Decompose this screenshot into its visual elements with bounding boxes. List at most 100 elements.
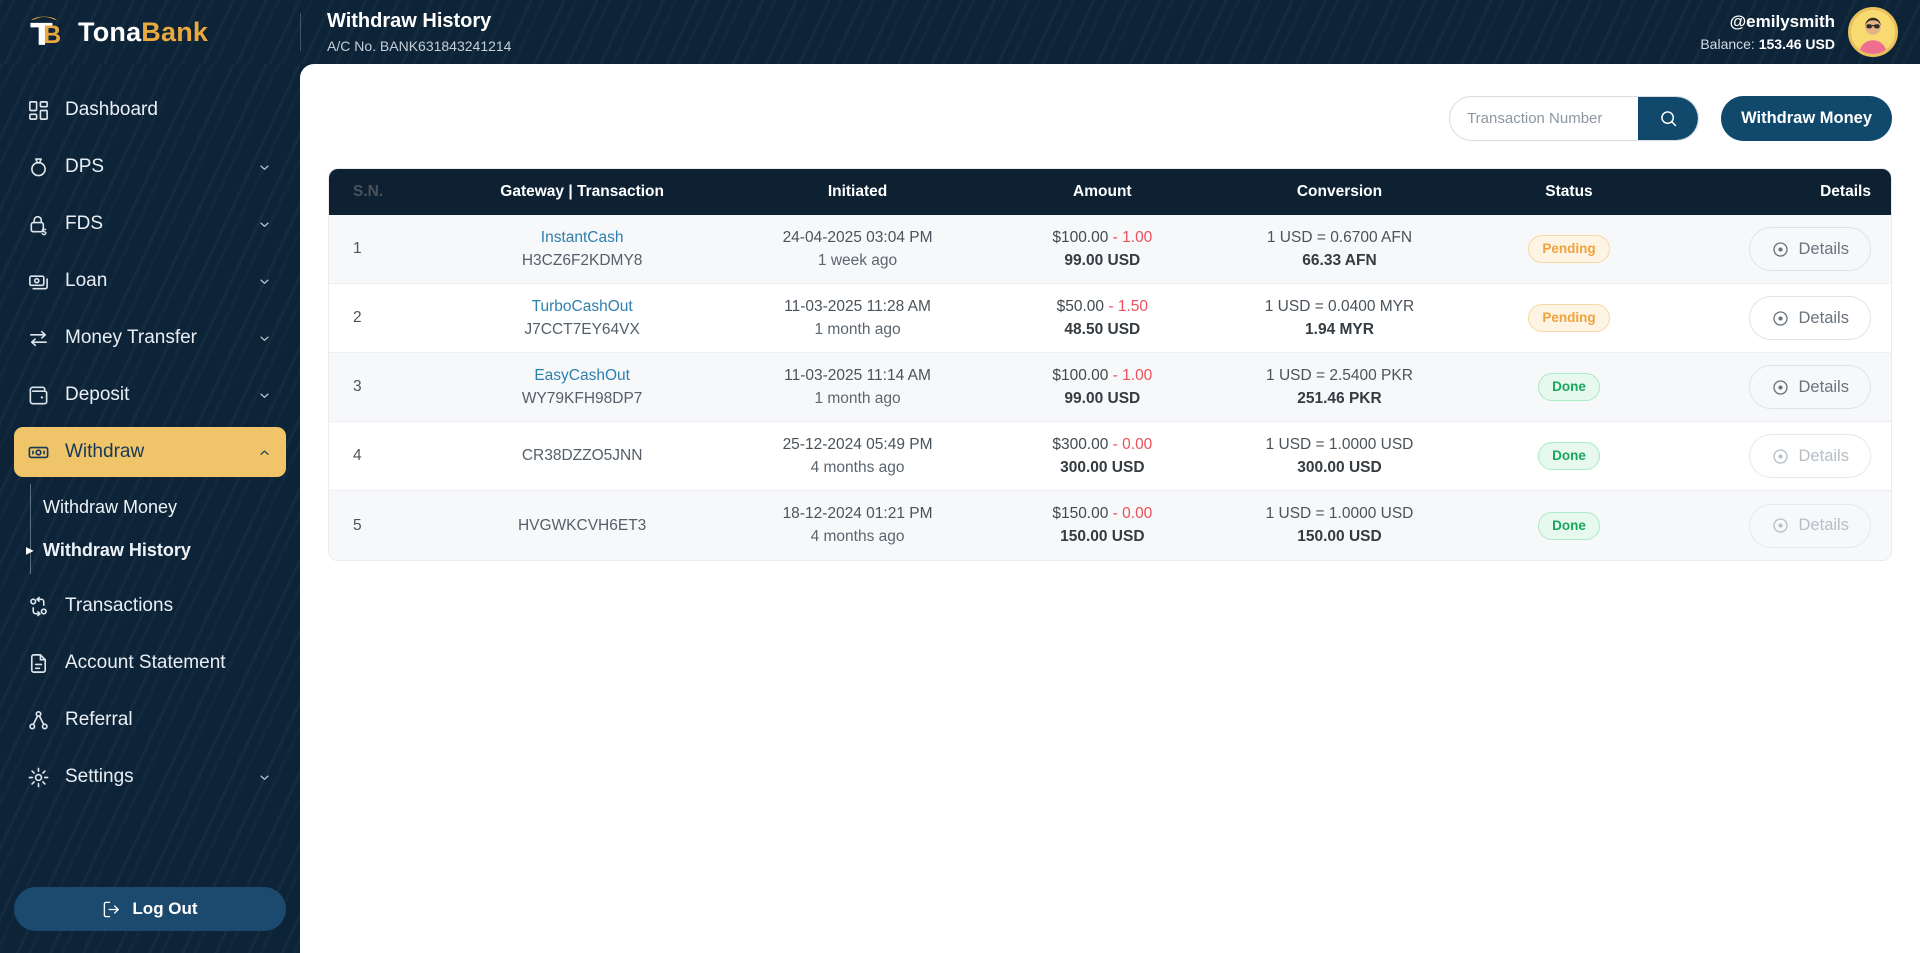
net-amount: 99.00 USD (1064, 251, 1141, 269)
details-button[interactable]: Details (1748, 296, 1871, 340)
page-head: Withdraw History A/C No. BANK63184324121… (327, 10, 511, 54)
gateway-link[interactable]: EasyCashOut (534, 366, 630, 384)
eye-icon (1771, 309, 1790, 328)
sidebar-item-settings[interactable]: Settings (14, 752, 286, 802)
table-header-row: S.N. Gateway | Transaction Initiated Amount… (329, 169, 1891, 215)
sidebar-item-referral[interactable]: Referral (14, 695, 286, 745)
amount-stack: $50.00 - 1.50 48.50 USD (988, 297, 1218, 340)
brand-name-secondary: Bank (141, 16, 209, 47)
amount-gross: $300.00 - 0.00 (1052, 435, 1153, 453)
details-button-label: Details (1798, 377, 1849, 396)
column-header-amount: Amount (1073, 183, 1132, 200)
cell-gateway-transaction: InstantCash H3CZ6F2KDMY8 (437, 228, 728, 271)
cell-details: Details (1676, 365, 1875, 409)
avatar[interactable] (1848, 7, 1898, 57)
balance-label: Balance: (1700, 36, 1755, 52)
search-button[interactable] (1638, 97, 1699, 140)
converted-amount: 300.00 USD (1297, 458, 1382, 476)
gateway-stack: CR38DZZO5JNN (437, 446, 728, 466)
sidebar-item-account-statement[interactable]: Account Statement (14, 638, 286, 688)
conversion-rate: 1 USD = 0.6700 AFN (1266, 228, 1413, 246)
cell-status: Done (1462, 511, 1676, 540)
logout-label: Log Out (132, 899, 198, 918)
initiated-stack: 18-12-2024 01:21 PM 4 months ago (727, 504, 987, 547)
amount-gross: $150.00 - 0.00 (1052, 505, 1153, 522)
gateway-link[interactable]: InstantCash (540, 228, 624, 246)
cell-conversion: 1 USD = 0.6700 AFN 66.33 AFN (1217, 228, 1462, 271)
amount-gross: $50.00 - 1.50 (1056, 297, 1148, 315)
table-row: 3 EasyCashOut WY79KFH98DP7 11-03-2025 11:14… (329, 353, 1891, 422)
cell-conversion: 1 USD = 1.0000 USD 300.00 USD (1217, 435, 1462, 478)
eye-icon (1771, 378, 1790, 397)
amount-fee: - 1.00 (1112, 366, 1153, 384)
banknote-icon (27, 441, 50, 464)
sidebar-item-withdraw[interactable]: Withdraw (14, 427, 286, 477)
sidebar-item-label: FDS (65, 213, 103, 234)
details-button[interactable]: Details (1748, 227, 1871, 271)
document-icon (27, 652, 50, 675)
details-button-label: Details (1798, 239, 1849, 258)
sidebar-subitem-label: Withdraw History (43, 540, 191, 560)
initiated-ago: 1 month ago (814, 320, 901, 338)
cell-status: Pending (1462, 235, 1676, 263)
brand-logo[interactable]: B TonaBank (0, 10, 300, 54)
transaction-code: CR38DZZO5JNN (521, 447, 643, 464)
cell-gateway-transaction: HVGWKCVH6ET3 (437, 516, 728, 536)
withdraw-money-button[interactable]: Withdraw Money (1721, 96, 1892, 141)
chevron-down-icon (256, 387, 273, 404)
sidebar-item-loan[interactable]: Loan (14, 256, 286, 306)
details-button[interactable]: Details (1748, 365, 1871, 409)
sidebar-item-dps[interactable]: DPS (14, 142, 286, 192)
balance-value: 153.46 USD (1758, 36, 1835, 52)
amount-fee: - 1.00 (1112, 228, 1153, 246)
amount-stack: $150.00 - 0.00 150.00 USD (988, 504, 1218, 547)
top-header: B TonaBank Withdraw History A/C No. BANK… (0, 0, 1920, 64)
sidebar-item-dashboard[interactable]: Dashboard (14, 85, 286, 135)
net-amount: 48.50 USD (1064, 320, 1141, 338)
column-header-initiated: Initiated (827, 183, 888, 200)
sidebar-item-deposit[interactable]: Deposit (14, 370, 286, 420)
sidebar-item-label: Settings (65, 766, 134, 787)
column-header-conversion: Conversion (1296, 183, 1383, 200)
cell-conversion: 1 USD = 2.5400 PKR 251.46 PKR (1217, 366, 1462, 409)
withdraw-submenu: ▶Withdraw Money ▶ Withdraw History (26, 484, 286, 574)
cell-gateway-transaction: CR38DZZO5JNN (437, 446, 728, 466)
chevron-down-icon (256, 769, 273, 786)
cell-sn: 1 (353, 240, 362, 257)
gateway-stack: InstantCash H3CZ6F2KDMY8 (437, 228, 728, 271)
search-input[interactable] (1450, 97, 1639, 140)
gateway-link[interactable]: TurboCashOut (531, 297, 633, 315)
sidebar-item-label: Account Statement (65, 652, 226, 673)
cell-initiated: 18-12-2024 01:21 PM 4 months ago (727, 504, 987, 547)
conversion-rate: 1 USD = 1.0000 USD (1265, 505, 1414, 522)
amount-gross: $100.00 - 1.00 (1052, 228, 1153, 246)
svg-text:$: $ (41, 227, 47, 236)
logout-button[interactable]: Log Out (14, 887, 286, 931)
gear-icon (27, 766, 50, 789)
amount-fee: - 0.00 (1112, 505, 1153, 522)
conversion-stack: 1 USD = 1.0000 USD 150.00 USD (1217, 504, 1462, 547)
cell-amount: $100.00 - 1.00 99.00 USD (988, 366, 1218, 409)
eye-icon (1771, 447, 1790, 466)
amount-fee: - 1.50 (1108, 297, 1148, 315)
main-area: Withdraw Money S.N. Gateway | Transaction… (300, 64, 1920, 953)
cell-details: Details (1676, 227, 1875, 271)
banknotes-icon (27, 270, 50, 293)
initiated-ago: 1 week ago (817, 251, 898, 269)
initiated-stack: 25-12-2024 05:49 PM 4 months ago (727, 435, 987, 478)
cell-sn: 5 (353, 516, 362, 534)
net-amount: 150.00 USD (1060, 528, 1145, 545)
status-badge: Done (1538, 511, 1600, 540)
table-row: 1 InstantCash H3CZ6F2KDMY8 24-04-2025 03:04… (329, 215, 1891, 284)
sidebar-item-transactions[interactable]: Transactions (14, 581, 286, 631)
cell-amount: $100.00 - 1.00 99.00 USD (988, 228, 1218, 271)
logout-icon (102, 900, 121, 919)
sidebar-item-money-transfer[interactable]: Money Transfer (14, 313, 286, 363)
sidebar-item-fds[interactable]: $ FDS (14, 199, 286, 249)
converted-amount: 251.46 PKR (1297, 389, 1382, 407)
chevron-down-icon (256, 330, 273, 347)
sidebar-subitem-withdraw-history[interactable]: ▶ Withdraw History (26, 529, 286, 572)
sidebar-subitem-withdraw-money[interactable]: ▶Withdraw Money (31, 486, 286, 529)
user-box: @emilysmith Balance: 153.46 USD (1700, 7, 1920, 57)
search-icon (1658, 108, 1679, 129)
